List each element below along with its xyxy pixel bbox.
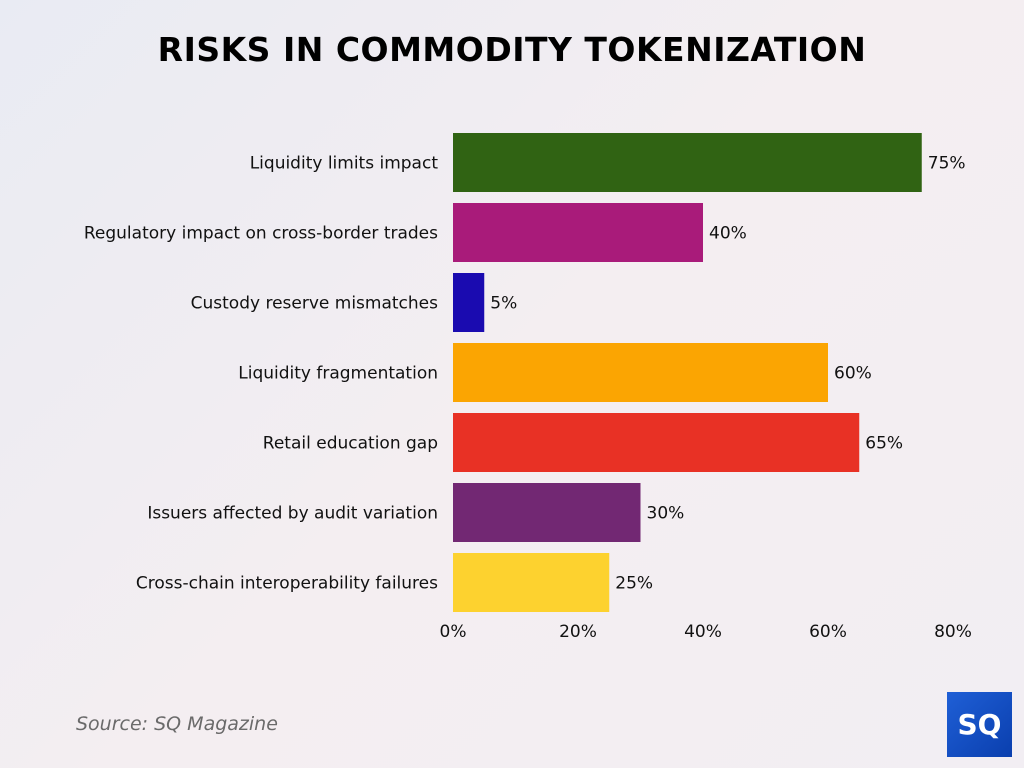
value-label: 65% <box>865 434 903 454</box>
x-tick-label: 20% <box>559 622 597 642</box>
bar <box>453 203 703 262</box>
category-label: Cross-chain interoperability failures <box>136 574 438 594</box>
source-note: Source: SQ Magazine <box>76 713 278 735</box>
value-label: 60% <box>834 364 872 384</box>
bar <box>453 483 641 542</box>
category-label: Liquidity fragmentation <box>238 364 438 384</box>
value-label: 5% <box>490 294 517 314</box>
x-tick-label: 40% <box>684 622 722 642</box>
value-label: 75% <box>928 154 966 174</box>
x-tick-label: 0% <box>440 622 467 642</box>
x-tick-label: 60% <box>809 622 847 642</box>
chart-title: RISKS IN COMMODITY TOKENIZATION <box>157 30 867 69</box>
x-tick-label: 80% <box>934 622 972 642</box>
bar <box>453 413 860 472</box>
bar <box>453 553 610 612</box>
category-label: Regulatory impact on cross-border trades <box>84 224 438 244</box>
category-label: Liquidity limits impact <box>250 154 439 174</box>
category-label: Issuers affected by audit variation <box>147 504 438 524</box>
category-label: Custody reserve mismatches <box>191 294 438 314</box>
bar <box>453 343 828 402</box>
value-label: 25% <box>615 574 653 594</box>
bar <box>453 273 485 332</box>
sq-logo: SQ <box>947 692 1012 757</box>
value-label: 40% <box>709 224 747 244</box>
bar <box>453 133 922 192</box>
category-label: Retail education gap <box>263 434 438 454</box>
value-label: 30% <box>647 504 685 524</box>
